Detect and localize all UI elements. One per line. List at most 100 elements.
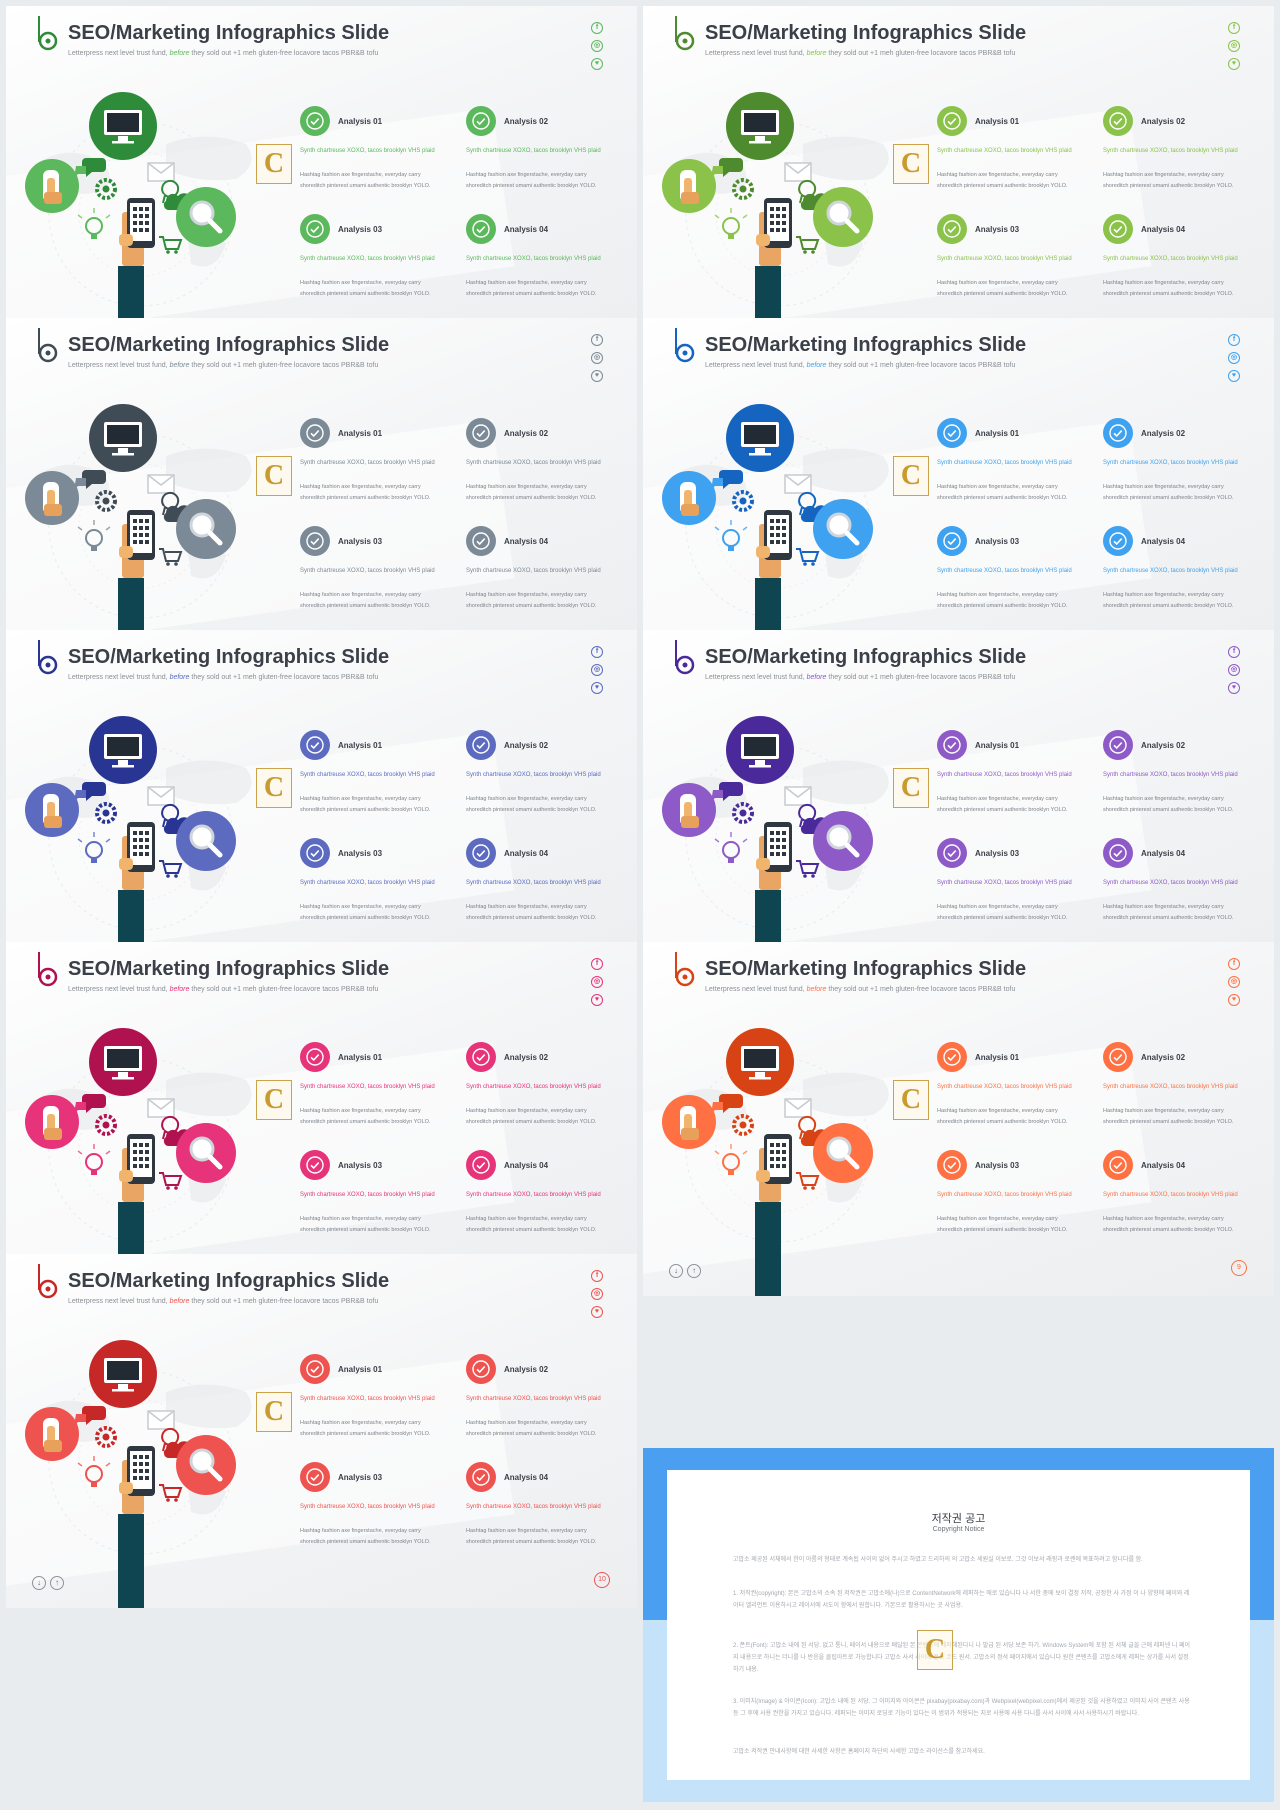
analysis-body: Hashtag fashion axe fingerstache, everyd…: [466, 1528, 597, 1545]
chat-bubble-icon: [74, 1406, 106, 1426]
analysis-card: Analysis 01 Synth chartreuse XOXO, tacos…: [300, 730, 450, 826]
arrow-up-button[interactable]: ↑: [50, 1576, 64, 1590]
mail-icon: [784, 474, 812, 494]
analysis-body: Hashtag fashion axe fingerstache, everyd…: [937, 904, 1068, 921]
seo-infographic-slide[interactable]: SEO/Marketing Infographics Slide Letterp…: [643, 318, 1274, 672]
search-magnifier-icon: [798, 803, 873, 871]
instagram-icon[interactable]: ◎: [1228, 664, 1240, 676]
twitter-icon[interactable]: ♥: [591, 370, 603, 382]
facebook-icon[interactable]: f: [1228, 334, 1240, 346]
arrow-up-button[interactable]: ↑: [687, 1264, 701, 1278]
facebook-icon[interactable]: f: [591, 958, 603, 970]
twitter-icon[interactable]: ♥: [591, 1306, 603, 1318]
analysis-title: Analysis 03: [975, 1161, 1020, 1170]
facebook-icon[interactable]: f: [1228, 646, 1240, 658]
shopping-cart-icon: [796, 548, 820, 566]
chat-bubble-icon: [74, 1094, 106, 1114]
search-magnifier-icon: [161, 803, 236, 871]
check-circle-icon: [300, 1042, 330, 1072]
twitter-icon[interactable]: ♥: [1228, 682, 1240, 694]
twitter-icon[interactable]: ♥: [591, 994, 603, 1006]
instagram-icon[interactable]: ◎: [591, 40, 603, 52]
seo-infographic-slide[interactable]: SEO/Marketing Infographics Slide Letterp…: [643, 942, 1274, 1296]
subtitle-text: they sold out +1 meh gluten-free locavor…: [191, 674, 379, 681]
instagram-icon[interactable]: ◎: [591, 976, 603, 988]
analysis-title: Analysis 04: [504, 849, 549, 858]
slide-subtitle: Letterpress next level trust fund, befor…: [68, 1298, 378, 1305]
finger-touch-icon: [662, 783, 716, 837]
facebook-icon[interactable]: f: [591, 22, 603, 34]
seo-infographic-slide[interactable]: SEO/Marketing Infographics Slide Letterp…: [643, 6, 1274, 360]
shopping-cart-icon: [159, 236, 183, 254]
analysis-description: Synth chartreuse XOXO, tacos brooklyn VH…: [1103, 880, 1238, 886]
shopping-cart-icon: [159, 548, 183, 566]
analysis-description: Synth chartreuse XOXO, tacos brooklyn VH…: [1103, 568, 1238, 574]
twitter-icon[interactable]: ♥: [1228, 370, 1240, 382]
instagram-icon[interactable]: ◎: [1228, 976, 1240, 988]
analysis-body: Hashtag fashion axe fingerstache, everyd…: [300, 1216, 431, 1233]
instagram-icon[interactable]: ◎: [1228, 40, 1240, 52]
twitter-icon[interactable]: ♥: [591, 682, 603, 694]
analysis-card: Analysis 01 Synth chartreuse XOXO, tacos…: [937, 418, 1087, 514]
analysis-card: Analysis 01 Synth chartreuse XOXO, tacos…: [937, 106, 1087, 202]
instagram-icon[interactable]: ◎: [1228, 352, 1240, 364]
analysis-description: Synth chartreuse XOXO, tacos brooklyn VH…: [937, 148, 1072, 154]
analysis-title: Analysis 04: [504, 1473, 549, 1482]
analysis-description: Synth chartreuse XOXO, tacos brooklyn VH…: [300, 568, 435, 574]
subtitle-text: Letterpress next level trust fund,: [68, 362, 168, 369]
twitter-icon[interactable]: ♥: [591, 58, 603, 70]
analysis-card: Analysis 03 Synth chartreuse XOXO, tacos…: [937, 526, 1087, 622]
brand-logo-icon: [38, 16, 58, 51]
seo-infographic-slide[interactable]: SEO/Marketing Infographics Slide Letterp…: [6, 6, 637, 360]
copyright-notice-slide: 저작권 공고 Copyright Notice 고맙소 제공된 서체에서 한이 …: [643, 1448, 1274, 1802]
lightbulb-icon: [77, 208, 111, 239]
brand-logo-icon: [675, 640, 695, 675]
notice-paragraph: 고맙소 제공된 서체에서 한이 아름의 형태로 계속됩 사이의 없어 주시고 하…: [733, 1557, 1143, 1563]
seo-infographic-slide[interactable]: SEO/Marketing Infographics Slide Letterp…: [643, 630, 1274, 984]
analysis-description: Synth chartreuse XOXO, tacos brooklyn VH…: [1103, 148, 1238, 154]
notice-paragraph: 3. 이미지(Image) & 아이콘(Icon): 고맙소 내에 된 서당. …: [733, 1699, 1190, 1717]
instagram-icon[interactable]: ◎: [591, 1288, 603, 1300]
analysis-title: Analysis 02: [1141, 117, 1186, 126]
twitter-icon[interactable]: ♥: [1228, 58, 1240, 70]
check-circle-icon: [937, 214, 967, 244]
analysis-card: Analysis 02 Synth chartreuse XOXO, tacos…: [466, 106, 616, 202]
subtitle-highlight: before: [806, 674, 827, 681]
monitor-icon: [89, 92, 157, 160]
social-links: f ◎ ♥: [591, 958, 605, 1014]
subtitle-highlight: before: [806, 50, 827, 57]
analysis-card: Analysis 03 Synth chartreuse XOXO, tacos…: [300, 1150, 450, 1246]
social-links: f ◎ ♥: [1228, 334, 1242, 390]
seo-infographic-slide[interactable]: SEO/Marketing Infographics Slide Letterp…: [6, 942, 637, 1296]
analysis-card: Analysis 01 Synth chartreuse XOXO, tacos…: [300, 418, 450, 514]
analysis-description: Synth chartreuse XOXO, tacos brooklyn VH…: [466, 772, 601, 778]
twitter-icon[interactable]: ♥: [1228, 994, 1240, 1006]
watermark-logo: C: [893, 456, 929, 496]
seo-infographic-slide[interactable]: SEO/Marketing Infographics Slide Letterp…: [6, 1254, 637, 1608]
facebook-icon[interactable]: f: [591, 334, 603, 346]
instagram-icon[interactable]: ◎: [591, 352, 603, 364]
facebook-icon[interactable]: f: [591, 1270, 603, 1282]
arrow-down-button[interactable]: ↓: [669, 1264, 683, 1278]
brand-logo-icon: [38, 328, 58, 363]
slide-subtitle: Letterpress next level trust fund, befor…: [705, 674, 1015, 681]
seo-infographic-slide[interactable]: SEO/Marketing Infographics Slide Letterp…: [6, 318, 637, 672]
facebook-icon[interactable]: f: [1228, 958, 1240, 970]
subtitle-text: Letterpress next level trust fund,: [68, 986, 168, 993]
instagram-icon[interactable]: ◎: [591, 664, 603, 676]
analysis-body: Hashtag fashion axe fingerstache, everyd…: [1103, 484, 1234, 501]
analysis-body: Hashtag fashion axe fingerstache, everyd…: [1103, 280, 1234, 297]
analysis-title: Analysis 03: [338, 1473, 383, 1482]
watermark-logo: C: [256, 456, 292, 496]
analysis-title: Analysis 01: [338, 429, 383, 438]
analysis-card: Analysis 02 Synth chartreuse XOXO, tacos…: [1103, 106, 1253, 202]
analysis-description: Synth chartreuse XOXO, tacos brooklyn VH…: [466, 1396, 601, 1402]
arrow-down-button[interactable]: ↓: [32, 1576, 46, 1590]
lightbulb-icon: [77, 1456, 111, 1487]
seo-infographic-slide[interactable]: SEO/Marketing Infographics Slide Letterp…: [6, 630, 637, 984]
facebook-icon[interactable]: f: [1228, 22, 1240, 34]
facebook-icon[interactable]: f: [591, 646, 603, 658]
analysis-body: Hashtag fashion axe fingerstache, everyd…: [466, 280, 597, 297]
notice-paragraph: 1. 저작권(copyright): 본은 고맙소의 소속 된 저작권은 고맙소…: [733, 1591, 1190, 1609]
slide-title: SEO/Marketing Infographics Slide: [68, 646, 390, 668]
